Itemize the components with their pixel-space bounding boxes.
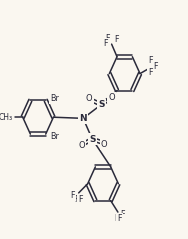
- Text: N: N: [79, 114, 87, 123]
- Text: F: F: [114, 214, 118, 223]
- Text: F: F: [103, 39, 108, 48]
- Text: S: S: [98, 100, 105, 109]
- Text: Br: Br: [50, 93, 59, 103]
- Text: O: O: [101, 140, 108, 149]
- Text: F: F: [149, 68, 153, 77]
- Text: F: F: [149, 56, 153, 65]
- Text: F: F: [75, 195, 79, 204]
- Text: F: F: [78, 195, 83, 204]
- Text: O: O: [79, 141, 85, 150]
- Text: F: F: [118, 214, 122, 223]
- Text: F: F: [106, 34, 110, 43]
- Text: CH₃: CH₃: [0, 113, 13, 122]
- Text: O: O: [86, 94, 92, 103]
- Text: O: O: [108, 93, 115, 102]
- Text: F: F: [114, 35, 118, 43]
- Text: F: F: [153, 62, 158, 71]
- Text: Br: Br: [50, 132, 59, 141]
- Text: F: F: [70, 191, 75, 200]
- Text: S: S: [89, 135, 96, 143]
- Text: F: F: [120, 210, 125, 219]
